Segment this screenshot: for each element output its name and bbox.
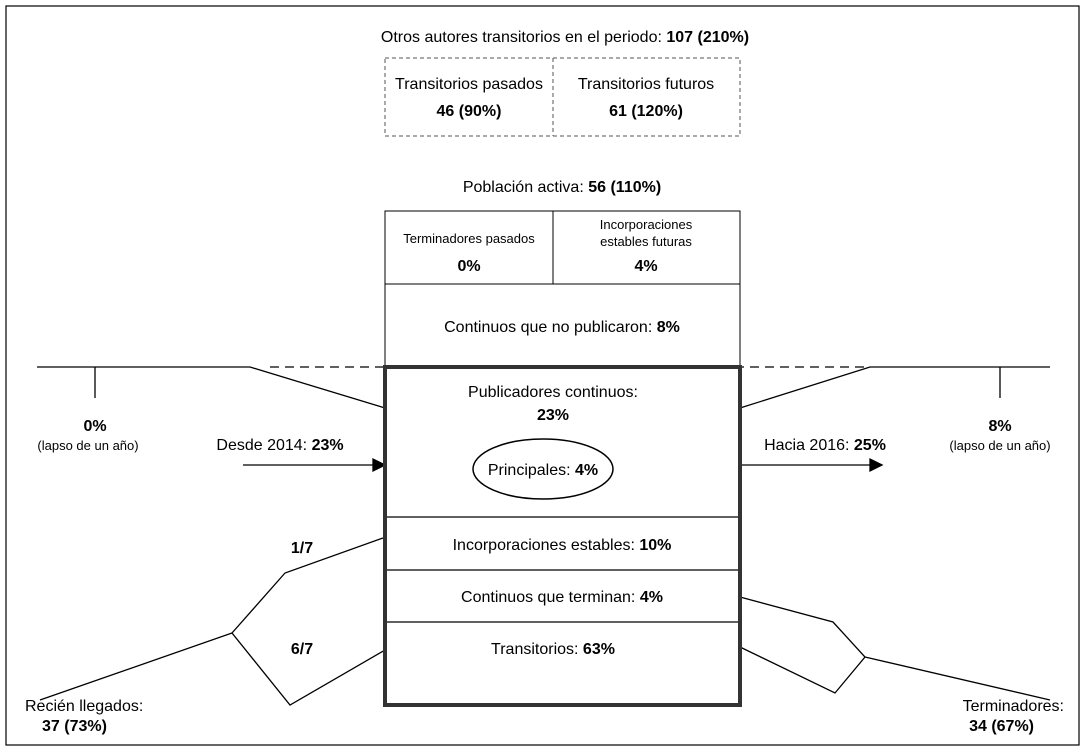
gap-note: (lapso de un año): [37, 438, 138, 453]
cell-label: estables futuras: [600, 234, 692, 249]
active-label: Población activa:: [463, 179, 584, 196]
main-row: Transitorios: 63%: [491, 641, 615, 658]
main-label: Publicadores continuos:: [468, 384, 638, 401]
cell-value: 0%: [457, 258, 480, 275]
cell-label: Incorporaciones: [600, 217, 693, 232]
main-row: Continuos que terminan: 4%: [461, 589, 663, 606]
from: Desde 2014: 23%: [216, 437, 343, 454]
cell-label: Transitorios pasados: [395, 76, 543, 93]
main-dividers: [387, 516, 738, 623]
main-box: [383, 365, 742, 707]
label: Transitorios:: [491, 641, 578, 658]
terminators-label: Terminadores:: [963, 698, 1064, 715]
gap-note: (lapso de un año): [949, 438, 1050, 453]
label: Continuos que no publicaron:: [444, 319, 652, 336]
core: Principales: 4%: [488, 462, 598, 479]
cell-value: 4%: [634, 258, 657, 275]
transient-box: [384, 57, 741, 137]
value: 10%: [639, 537, 671, 554]
main-value: 23%: [537, 407, 569, 424]
label: Desde 2014:: [216, 437, 307, 454]
active-value: 56 (110%): [588, 179, 661, 196]
value: 4%: [640, 589, 663, 606]
newcomers-value: 37 (73%): [42, 718, 107, 735]
header-label: Otros autores transitorios en el periodo…: [381, 29, 662, 46]
fraction: 6/7: [291, 641, 313, 658]
value: 25%: [854, 437, 886, 454]
fraction: 1/7: [291, 540, 313, 557]
newcomers-label: Recién llegados:: [25, 698, 143, 715]
main-row: Incorporaciones estables: 10%: [453, 537, 672, 554]
value: 63%: [583, 641, 615, 658]
header-value: 107 (210%): [666, 29, 749, 46]
value: 4%: [575, 462, 598, 479]
value: 8%: [657, 319, 680, 336]
active: Población activa: 56 (110%): [463, 179, 661, 196]
cell-label: Terminadores pasados: [403, 231, 535, 246]
cell-label: Transitorios futuros: [578, 76, 714, 93]
terminators-value: 34 (67%): [969, 718, 1034, 735]
label: Continuos que terminan:: [461, 589, 635, 606]
cell-value: 61 (120%): [609, 103, 683, 120]
to: Hacia 2016: 25%: [764, 437, 886, 454]
core-ellipse: [472, 438, 614, 500]
label: Hacia 2016:: [764, 437, 849, 454]
gap-value: 8%: [988, 418, 1011, 435]
label: Incorporaciones estables:: [453, 537, 635, 554]
frame: [5, 5, 1080, 746]
value: 23%: [312, 437, 344, 454]
header: Otros autores transitorios en el periodo…: [381, 29, 749, 46]
cell-value: 46 (90%): [437, 103, 502, 120]
gap-value: 0%: [83, 418, 106, 435]
label: Principales:: [488, 462, 571, 479]
non-publishing: Continuos que no publicaron: 8%: [444, 319, 680, 336]
